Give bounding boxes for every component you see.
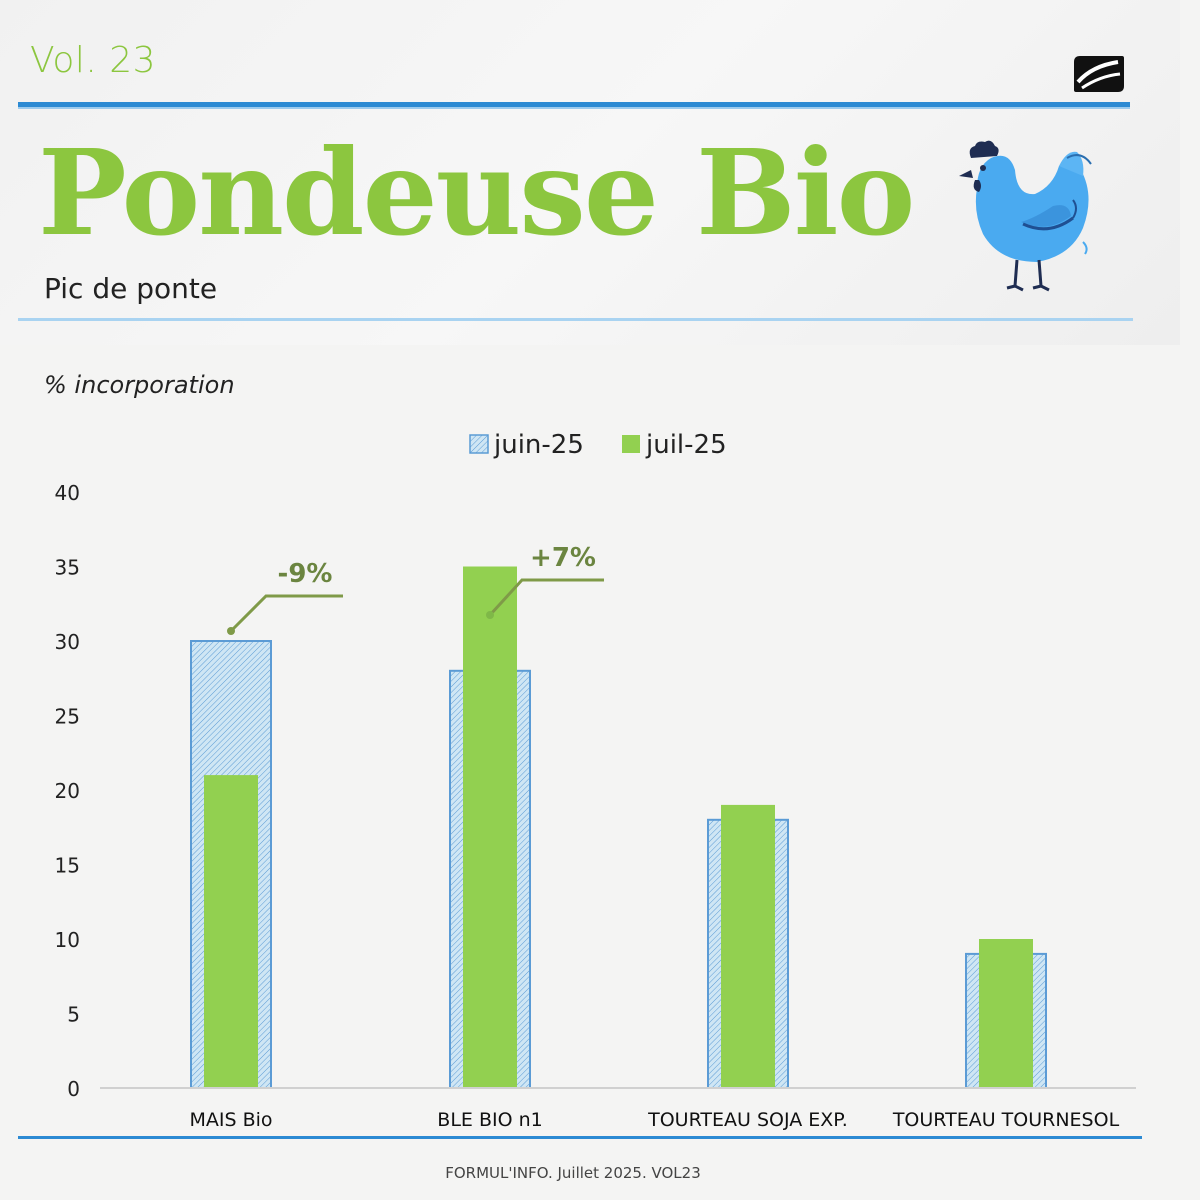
- volume-label: Vol. 23: [30, 40, 157, 81]
- y-tick-label: 35: [55, 556, 80, 580]
- chart-legend: juin-25 juil-25: [469, 430, 727, 460]
- y-tick-label: 5: [67, 1003, 80, 1027]
- y-tick-label: 40: [55, 481, 80, 505]
- callout-label: -9%: [278, 559, 333, 589]
- bar-chart: % incorporation juin-25 juil-25 0 5 10 15 20 2…: [44, 371, 1136, 1140]
- legend-swatch: [622, 435, 640, 453]
- callout-line: [488, 578, 604, 617]
- blue-hen-icon: [959, 140, 1092, 292]
- brand-logo-icon: [1074, 56, 1124, 92]
- x-tick-label: BLE BIO n1: [437, 1109, 542, 1131]
- y-axis-label: % incorporation: [44, 371, 235, 399]
- x-tick-label: MAIS Bio: [189, 1109, 272, 1131]
- y-tick-label: 30: [55, 630, 80, 654]
- y-tick-label: 10: [55, 928, 80, 952]
- callout-dot: [227, 627, 235, 635]
- legend-label: juil-25: [645, 430, 727, 460]
- footer-text: FORMUL'INFO. Juillet 2025. VOL23: [445, 1164, 701, 1182]
- header-rule-light: [18, 107, 1130, 109]
- y-tick-label: 20: [55, 779, 80, 803]
- callout-line: [229, 594, 343, 633]
- annotations: -9% +7%: [227, 543, 604, 635]
- callout-dot: [486, 611, 494, 619]
- x-tick-label: TOURTEAU SOJA EXP.: [647, 1109, 848, 1131]
- bar-juil-25: [979, 939, 1033, 1088]
- bar-juil-25: [463, 566, 517, 1088]
- y-axis: 0 5 10 15 20 25 30 35 40: [55, 481, 80, 1101]
- page-title: Pondeuse Bio: [38, 123, 915, 262]
- callout-label: +7%: [530, 543, 596, 573]
- page-subtitle: Pic de ponte: [44, 272, 218, 305]
- bar-juil-25: [204, 775, 258, 1088]
- legend-label: juin-25: [493, 430, 584, 460]
- bars: [190, 566, 1047, 1090]
- section-rule: [18, 318, 1133, 321]
- y-tick-label: 15: [55, 854, 80, 878]
- legend-swatch: [469, 434, 489, 454]
- bar-juil-25: [721, 804, 775, 1088]
- y-tick-label: 25: [55, 705, 80, 729]
- y-tick-label: 0: [67, 1077, 80, 1101]
- x-axis: MAIS Bio BLE BIO n1 TOURTEAU SOJA EXP. TOUR…: [100, 1087, 1136, 1140]
- footer-rule: [18, 1136, 1142, 1139]
- header-rule: [18, 102, 1130, 107]
